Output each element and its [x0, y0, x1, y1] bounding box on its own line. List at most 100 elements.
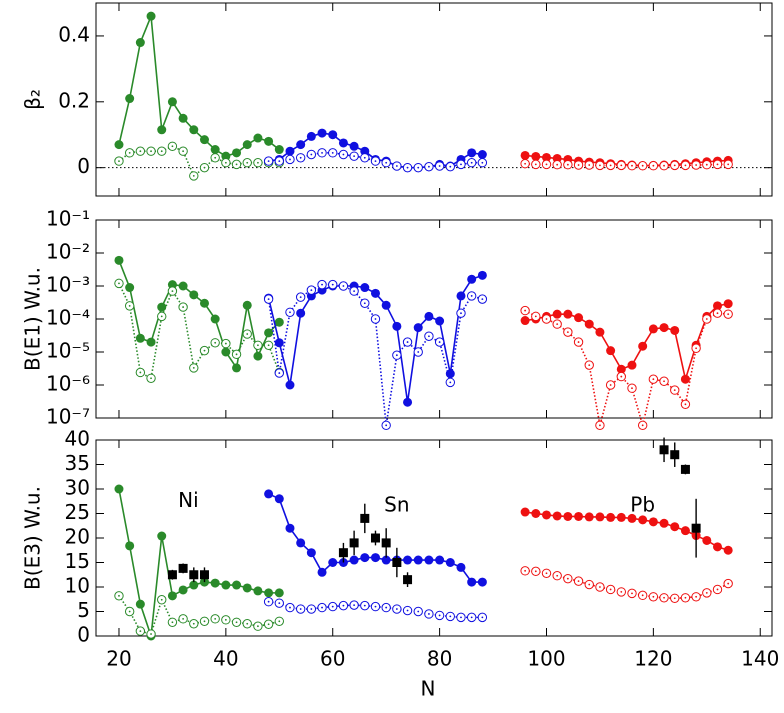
marker	[274, 145, 284, 155]
y-tick-label: 35	[65, 451, 90, 475]
marker-dot	[203, 166, 206, 169]
marker-dot	[160, 315, 163, 318]
marker-dot	[609, 588, 612, 591]
marker-dot	[374, 160, 377, 162]
marker-dot	[534, 163, 537, 166]
marker-dot	[545, 572, 548, 575]
marker	[691, 523, 701, 533]
y-tick-label: 0.2	[58, 88, 90, 112]
marker	[552, 511, 562, 521]
marker	[648, 517, 658, 527]
marker-dot	[534, 570, 537, 573]
marker-dot	[224, 618, 227, 621]
marker	[306, 548, 316, 558]
marker-dot	[556, 163, 559, 166]
series-line	[118, 488, 280, 637]
marker-dot	[481, 298, 484, 301]
marker-dot	[214, 156, 217, 159]
marker	[178, 563, 188, 573]
annotation: Sn	[384, 493, 409, 517]
marker	[285, 146, 295, 156]
series-line	[118, 283, 281, 380]
marker-dot	[663, 164, 665, 167]
y-tick-label: 0	[77, 623, 90, 647]
marker	[125, 94, 135, 104]
marker-dot	[652, 378, 655, 381]
marker-dot	[705, 591, 708, 594]
marker-dot	[395, 165, 398, 167]
marker-dot	[566, 331, 569, 334]
marker-dot	[460, 163, 462, 166]
marker	[638, 515, 648, 525]
annotation: Pb	[630, 493, 655, 517]
marker	[670, 450, 680, 460]
marker	[242, 140, 252, 150]
marker	[296, 140, 306, 150]
y-tick-label: 30	[65, 476, 90, 500]
marker-dot	[588, 364, 591, 367]
y-tick-label: 15	[65, 549, 90, 573]
marker	[659, 445, 669, 455]
marker	[413, 555, 423, 565]
marker	[360, 146, 370, 156]
marker-dot	[460, 616, 462, 619]
marker	[146, 11, 156, 21]
marker-dot	[278, 160, 281, 162]
marker	[723, 545, 733, 555]
marker	[563, 511, 573, 521]
marker-dot	[374, 318, 377, 320]
marker-dot	[310, 289, 313, 292]
marker-dot	[374, 605, 377, 608]
y-tick-label: 10⁻⁴	[46, 306, 90, 330]
marker	[403, 397, 413, 407]
marker	[178, 281, 188, 291]
marker-dot	[620, 375, 623, 378]
marker	[467, 274, 477, 284]
x-tick-label: 80	[427, 647, 452, 671]
marker	[253, 133, 263, 143]
marker	[167, 280, 177, 290]
marker	[285, 523, 295, 533]
marker-dot	[481, 161, 484, 164]
marker	[541, 152, 551, 162]
marker-dot	[406, 609, 409, 612]
marker-dot	[267, 344, 270, 347]
marker	[264, 136, 274, 146]
marker	[114, 255, 124, 265]
marker-dot	[684, 403, 687, 406]
marker	[189, 125, 199, 135]
marker	[317, 567, 327, 577]
marker	[392, 558, 402, 567]
marker-dot	[599, 586, 601, 588]
marker-dot	[118, 160, 120, 162]
marker	[659, 323, 669, 333]
marker	[274, 317, 284, 327]
marker-dot	[257, 344, 259, 347]
marker-dot	[727, 313, 730, 316]
marker-dot	[534, 315, 537, 318]
marker-dot	[673, 389, 676, 392]
marker	[702, 535, 712, 545]
marker	[242, 583, 252, 593]
marker	[670, 522, 680, 532]
marker-dot	[716, 588, 719, 591]
annotation: Ni	[178, 488, 199, 512]
marker	[563, 309, 573, 319]
y-tick-label: 10⁻⁶	[46, 372, 90, 396]
marker-dot	[545, 318, 548, 320]
marker-dot	[192, 366, 195, 369]
marker-dot	[150, 633, 152, 635]
marker	[189, 580, 199, 590]
series-line	[118, 15, 280, 158]
marker-dot	[641, 424, 644, 427]
y-tick-label: 20	[65, 525, 90, 549]
marker-dot	[652, 595, 655, 598]
marker	[381, 300, 391, 310]
marker-dot	[246, 161, 249, 164]
marker-dot	[705, 163, 708, 166]
marker-dot	[385, 161, 388, 164]
marker-dot	[524, 309, 527, 312]
marker	[285, 380, 295, 390]
marker-dot	[342, 153, 345, 156]
